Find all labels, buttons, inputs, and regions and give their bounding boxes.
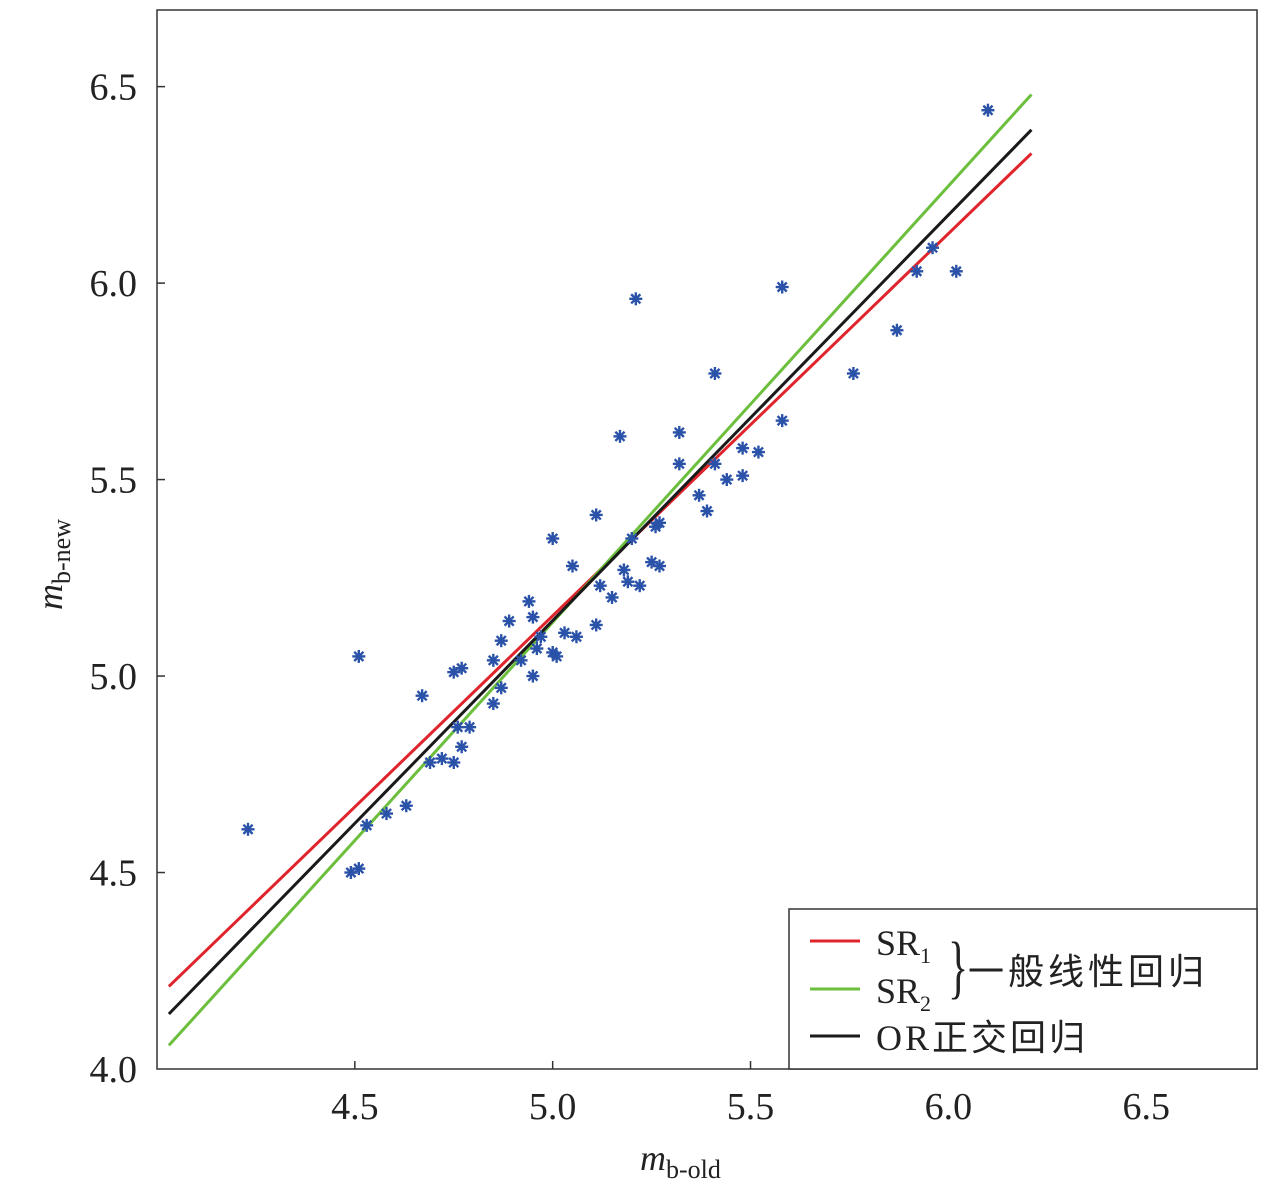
y-tick-label: 4.5 <box>90 853 138 895</box>
data-point <box>435 752 449 766</box>
data-point <box>502 614 516 628</box>
data-point <box>546 532 560 546</box>
data-point <box>447 755 461 769</box>
data-point <box>653 559 667 573</box>
legend-box <box>788 908 1258 1070</box>
data-point <box>751 445 765 459</box>
data-point <box>708 457 722 471</box>
data-point <box>672 425 686 439</box>
data-point <box>399 799 413 813</box>
data-point <box>708 366 722 380</box>
legend-label-sr2: SR2 <box>876 971 931 1016</box>
data-point <box>360 818 374 832</box>
data-point <box>775 414 789 428</box>
y-axis-label: mb-new <box>30 519 76 610</box>
data-point <box>514 653 528 667</box>
data-point <box>494 634 508 648</box>
data-point <box>720 473 734 487</box>
data-point <box>379 807 393 821</box>
data-point <box>522 594 536 608</box>
data-point <box>629 292 643 306</box>
x-tick-label: 5.0 <box>529 1086 577 1128</box>
data-point <box>621 575 635 589</box>
data-point <box>494 681 508 695</box>
data-point <box>736 469 750 483</box>
data-point <box>700 504 714 518</box>
data-point <box>633 579 647 593</box>
data-point <box>526 610 540 624</box>
data-point <box>241 822 255 836</box>
data-point <box>775 280 789 294</box>
data-point <box>352 649 366 663</box>
x-tick-label: 6.5 <box>1122 1086 1170 1128</box>
data-point <box>926 241 940 255</box>
y-tick-label: 5.0 <box>90 656 138 698</box>
x-tick-label: 6.0 <box>925 1086 973 1128</box>
legend: SR1 SR2 } 一般线性回归 OR正交回归 <box>788 908 1258 1070</box>
data-point <box>558 626 572 640</box>
y-tick-label: 5.5 <box>90 460 138 502</box>
data-point <box>736 441 750 455</box>
data-point <box>589 618 603 632</box>
data-point <box>463 720 477 734</box>
data-point <box>415 689 429 703</box>
data-point <box>625 532 639 546</box>
data-point <box>352 862 366 876</box>
y-tick-label: 4.0 <box>90 1049 138 1091</box>
regression-line-2 <box>167 128 1033 1016</box>
y-tick-label: 6.0 <box>90 263 138 305</box>
data-point <box>534 630 548 644</box>
data-point <box>423 755 437 769</box>
data-point <box>617 563 631 577</box>
data-point <box>593 579 607 593</box>
data-point <box>605 590 619 604</box>
x-axis-label: mb-old <box>640 1138 721 1184</box>
data-point <box>890 323 904 337</box>
data-point <box>692 488 706 502</box>
y-tick-label: 6.5 <box>90 67 138 109</box>
data-point <box>569 630 583 644</box>
x-tick-label: 5.5 <box>727 1086 775 1128</box>
data-point <box>455 661 469 675</box>
legend-label-or: OR正交回归 <box>876 1018 1088 1058</box>
data-point <box>455 740 469 754</box>
data-point <box>613 429 627 443</box>
data-point <box>949 264 963 278</box>
legend-label-sr1: SR1 <box>876 923 931 968</box>
x-tick-label: 4.5 <box>331 1086 379 1128</box>
data-point <box>486 653 500 667</box>
data-point <box>530 642 544 656</box>
data-point <box>486 697 500 711</box>
legend-group-label: 一般线性回归 <box>968 952 1208 992</box>
data-point <box>981 103 995 117</box>
data-point <box>565 559 579 573</box>
data-point <box>910 264 924 278</box>
data-point <box>526 669 540 683</box>
data-point <box>846 366 860 380</box>
plot-frame <box>156 9 1258 1070</box>
data-point <box>589 508 603 522</box>
data-point <box>653 516 667 530</box>
data-point <box>451 720 465 734</box>
legend-brace: } <box>948 929 968 1005</box>
data-point <box>550 649 564 663</box>
data-point <box>672 457 686 471</box>
